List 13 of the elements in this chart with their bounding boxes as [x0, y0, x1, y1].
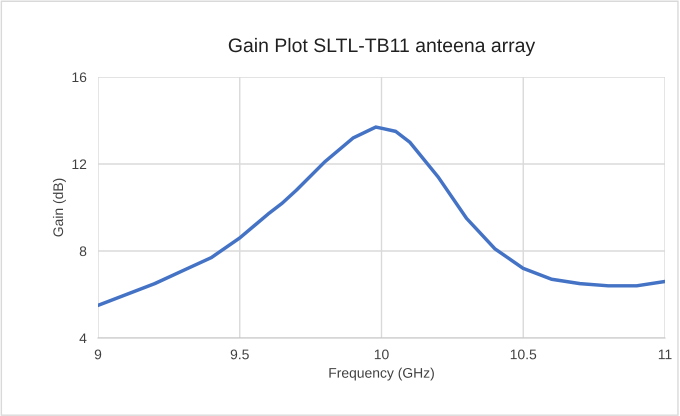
x-tick-label: 9 — [94, 349, 102, 360]
y-axis-title: Gain (dB) — [52, 178, 66, 237]
x-axis-title: Frequency (GHz) — [329, 368, 434, 381]
y-tick-label: 4 — [79, 333, 86, 344]
x-tick-label: 10.5 — [510, 349, 536, 360]
y-tick-label: 16 — [72, 72, 86, 82]
chart-title: Gain Plot SLTL-TB11 anteena array — [228, 38, 536, 56]
y-tick-label: 8 — [80, 246, 86, 256]
x-tick-label: 9.5 — [230, 349, 249, 360]
y-tick-label: 12 — [72, 159, 86, 170]
line-series — [98, 125, 665, 308]
x-tick-label: 10 — [374, 349, 389, 360]
x-tick-label: 11 — [658, 350, 672, 360]
